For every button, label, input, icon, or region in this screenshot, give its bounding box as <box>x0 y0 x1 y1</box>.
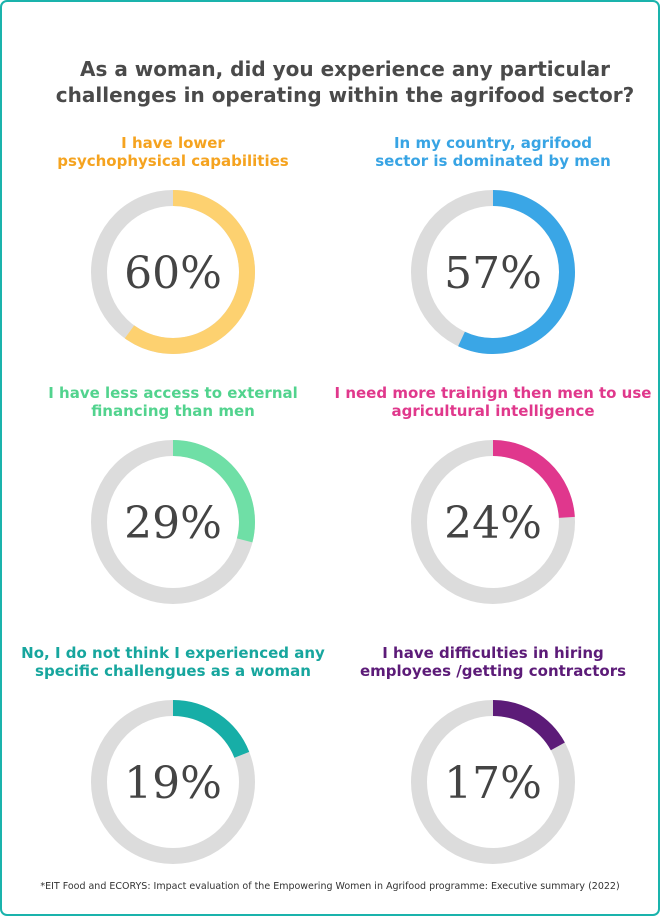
chart-title: I need more trainign then men to use <box>335 384 652 402</box>
footnote: *EIT Food and ECORYS: Impact evaluation … <box>40 881 619 892</box>
chart-title: financing than men <box>91 402 255 420</box>
donut-arc <box>458 190 575 354</box>
value-label: 19% <box>124 758 222 809</box>
donut-arc <box>172 700 250 758</box>
chart-title: sector is dominated by men <box>375 152 611 170</box>
donut-arc <box>172 440 255 543</box>
value-label: 17% <box>444 758 542 809</box>
chart-title: I have less access to external <box>48 384 298 402</box>
value-label: 60% <box>124 248 222 299</box>
value-label: 29% <box>124 498 222 549</box>
value-label: 24% <box>444 498 542 549</box>
chart-title: specific challengues as a woman <box>35 662 311 680</box>
title-line: As a woman, did you experience any parti… <box>80 57 610 81</box>
chart-title: In my country, agrifood <box>394 134 592 152</box>
donut-arc <box>124 190 255 354</box>
chart-title: psychophysical capabilities <box>57 152 288 170</box>
chart-title: I have difficulties in hiring <box>382 644 604 662</box>
chart-title: No, I do not think I experienced any <box>21 644 325 662</box>
chart-title: agricultural intelligence <box>391 402 594 420</box>
chart-title: employees /getting contractors <box>360 662 626 680</box>
value-label: 57% <box>444 248 542 299</box>
chart-title: I have lower <box>121 134 225 152</box>
donut-arc <box>492 440 575 519</box>
donut-arc <box>492 700 565 751</box>
title-line: challenges in operating within the agrif… <box>56 83 634 107</box>
